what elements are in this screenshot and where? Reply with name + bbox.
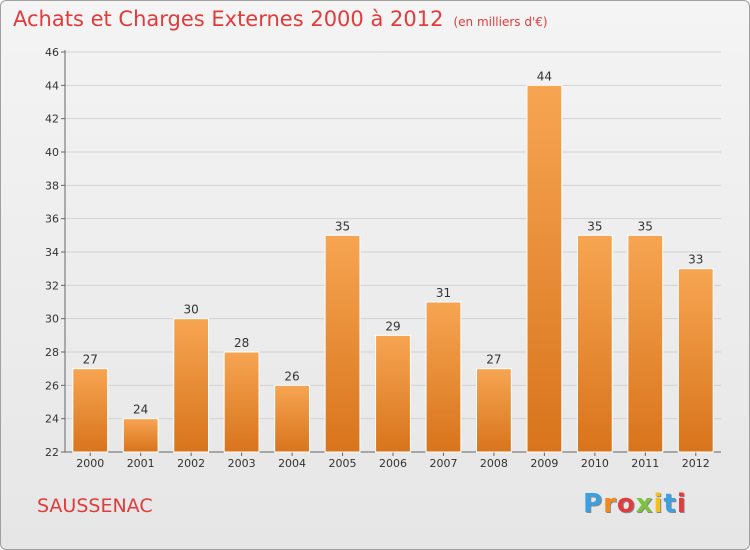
data-label: 24 (133, 403, 148, 417)
proxiti-logo: Proxiti (583, 489, 687, 519)
logo-letter: o (616, 489, 636, 519)
y-tick-label: 32 (45, 279, 59, 292)
y-tick-label: 26 (45, 379, 59, 392)
x-tick-label: 2011 (631, 457, 659, 470)
data-label: 29 (385, 319, 400, 333)
x-tick-label: 2007 (429, 457, 457, 470)
unit-subtitle: (en milliers d'€) (453, 15, 548, 29)
axes: 22 24 26 28 30 32 34 36 38 40 42 44 46 2000 2001 2002 20… (45, 46, 721, 470)
bar (677, 268, 714, 453)
logo-letter: i (653, 489, 664, 519)
bar (223, 351, 260, 453)
logo-letter: r (603, 489, 617, 519)
y-tick-label: 40 (45, 146, 59, 159)
chart-title: Achats et Charges Externes 2000 à 2012 (e… (13, 7, 548, 31)
y-tick-label: 42 (45, 113, 59, 126)
y-tick-label: 34 (45, 246, 59, 259)
x-tick-label: 2010 (581, 457, 609, 470)
logo-letter: x (635, 489, 654, 519)
bars (72, 84, 714, 453)
x-tick-label: 2008 (480, 457, 508, 470)
data-label: 26 (284, 369, 299, 383)
x-tick-label: 2006 (379, 457, 407, 470)
x-tick-label: 2003 (228, 457, 256, 470)
x-tick-label: 2001 (127, 457, 155, 470)
commune-name: SAUSSENAC (37, 495, 153, 517)
data-label: 35 (638, 219, 653, 233)
y-tick-label: 24 (45, 413, 59, 426)
y-tick-label: 44 (45, 79, 59, 92)
x-tick-label: 2009 (530, 457, 558, 470)
data-label: 33 (688, 253, 703, 267)
y-tick-label: 30 (45, 313, 59, 326)
bar (274, 384, 310, 453)
bar (122, 418, 159, 453)
data-label: 27 (486, 353, 501, 367)
data-label: 30 (184, 303, 199, 317)
x-tick-label: 2000 (76, 457, 104, 470)
data-label: 27 (83, 353, 98, 367)
y-tick-label: 36 (45, 213, 59, 226)
logo-letter: i (676, 489, 687, 519)
x-tick-label: 2005 (329, 457, 357, 470)
title-text: Achats et Charges Externes 2000 à 2012 (13, 7, 444, 31)
x-tick-label: 2012 (682, 457, 710, 470)
bar (425, 301, 462, 453)
bar (476, 368, 512, 453)
data-label: 35 (335, 219, 350, 233)
bar (576, 234, 613, 453)
data-label: 44 (537, 69, 552, 83)
bar (375, 334, 411, 453)
data-label: 31 (436, 286, 451, 300)
data-label: 35 (587, 219, 602, 233)
logo-letter: t (663, 489, 677, 519)
bar (627, 234, 664, 453)
bar (526, 84, 563, 453)
y-tick-label: 28 (45, 346, 59, 359)
bar (324, 234, 361, 453)
x-tick-label: 2004 (278, 457, 306, 470)
logo-letter: P (583, 489, 604, 519)
data-label: 28 (234, 336, 249, 350)
bar (72, 368, 109, 453)
bar (173, 318, 210, 453)
y-tick-label: 22 (45, 446, 59, 459)
x-tick-label: 2002 (177, 457, 205, 470)
y-tick-label: 38 (45, 179, 59, 192)
data-labels: 27 24 30 28 26 35 29 31 27 44 35 35 33 (83, 69, 704, 416)
y-tick-label: 46 (45, 46, 59, 59)
